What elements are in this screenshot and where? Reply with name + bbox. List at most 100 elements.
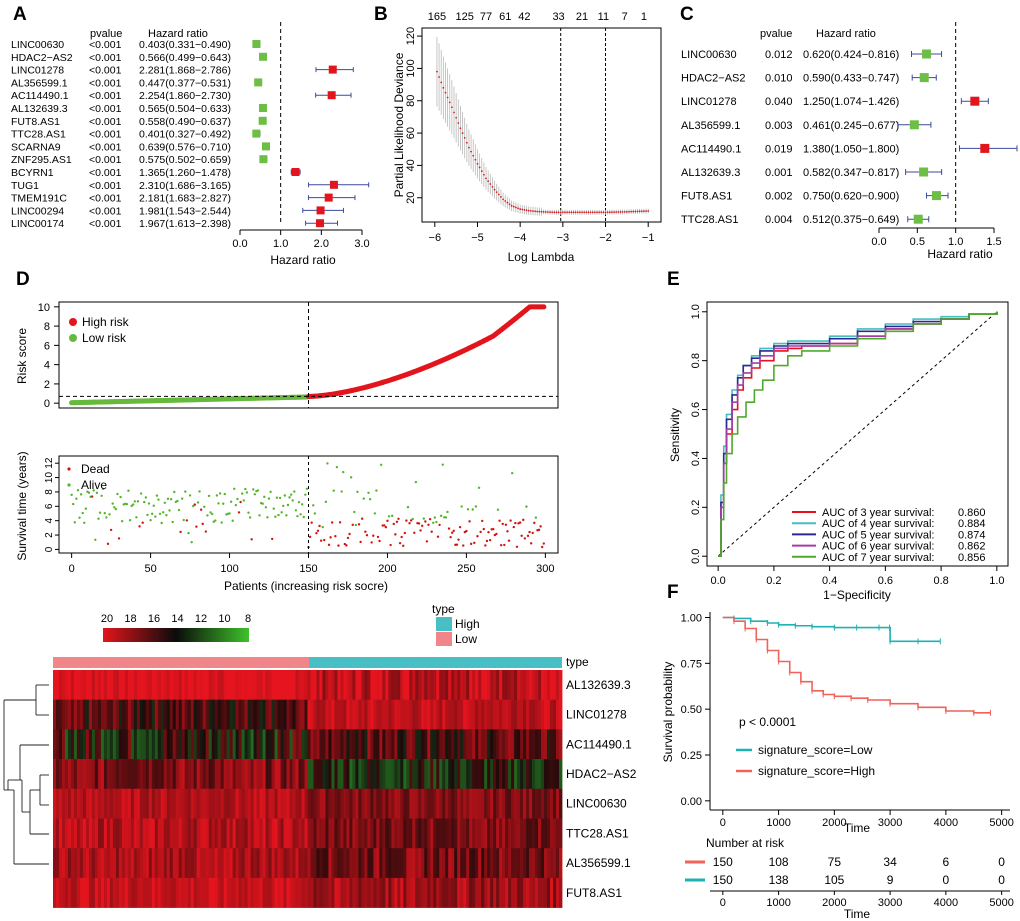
heatmap-cell [481,877,485,908]
alive-point [353,510,356,514]
alive-point [79,493,83,496]
heatmap-cell [415,699,419,730]
heatmap-cell [223,877,228,908]
type-legend-swatch-low [436,632,452,646]
pvalue-cell: 0.001 [765,167,793,179]
heatmap-cell [388,848,392,879]
alive-point [136,500,140,503]
deviance-point [495,191,498,193]
heatmap-cell [427,818,431,849]
heatmap-cell [487,848,491,879]
alive-point [229,500,233,503]
heatmap-cell [232,818,237,849]
heatmap-cell [226,759,231,790]
heatmap-cell [517,729,521,760]
pvalue-cell: <0.001 [89,116,122,128]
dead-point [409,519,413,522]
heatmap-cell [301,788,305,819]
heatmap-cell [124,788,129,819]
heatmap-cell [190,877,195,908]
deviance-point [600,211,603,214]
gene-label: FUT8.AS1 [681,191,732,203]
heatmap-cell [76,670,81,700]
heatmap-cell [193,729,198,760]
x-tick-label: 0.0 [710,575,725,587]
type-legend-label: High [455,617,480,631]
heatmap-cell [247,759,252,790]
heatmap-cell [205,670,210,700]
heatmap-cell [88,818,93,849]
heatmap-cell [436,848,440,879]
heatmap-cell [109,848,114,879]
heatmap-cell [253,788,257,819]
heatmap-cell [145,788,150,819]
heatmap-cell [151,818,156,849]
alive-point [198,490,201,493]
heatmap-cell [553,877,557,908]
dead-point [503,543,506,547]
dead-point [310,521,313,524]
heatmap-cell [199,877,204,908]
hr-cell: 1.967(1.613−2.398) [139,218,231,230]
heatmap-cell [556,818,560,849]
x-tick-label: 1.0 [273,238,288,250]
heatmap-cell [349,818,353,849]
heatmap-cell [544,670,548,700]
pvalue-cell: 0.003 [765,120,793,132]
heatmap-cell [115,877,120,908]
heatmap-cell [202,699,207,730]
deviance-point [510,204,513,207]
scale-tick-label: 18 [124,613,136,625]
heatmap-cell [196,699,201,730]
dead-point [106,542,110,546]
dead-point [533,521,536,525]
heatmap-cell [463,759,467,790]
heatmap-cell [307,877,311,908]
dead-point [315,531,318,535]
heatmap-cell [148,788,153,819]
deviance-point [502,198,504,201]
heatmap-cell [397,818,401,849]
alive-point [119,495,122,499]
heatmap-cell [313,788,317,819]
heatmap-cell [430,788,434,819]
heatmap-cell [538,670,542,700]
heatmap-cell [178,818,183,849]
heatmap-cell [214,759,219,790]
heatmap-cell [169,848,174,879]
top-axis-label: 11 [598,11,609,23]
heatmap-cell [373,877,377,908]
alive-point [210,512,214,516]
heatmap-cell [187,877,192,908]
heatmap-cell [271,788,275,819]
y-tick-label: 8 [44,489,55,495]
heatmap-cell [550,699,554,730]
heatmap-cell [64,699,69,730]
heatmap-cell [283,877,287,908]
risk-table-value: 0 [998,855,1005,869]
heatmap-cell [280,848,284,879]
risk-table-value: 34 [883,855,897,869]
heatmap-cell [262,670,266,700]
dead-point [141,521,144,524]
heatmap-cell [88,729,93,760]
heatmap-cell [103,699,108,730]
y-tick-label: 0.00 [681,796,702,808]
heatmap-cell [382,848,386,879]
pvalue-cell: <0.001 [89,180,122,192]
gene-label: HDAC2−AS2 [11,52,73,64]
heatmap-cell [370,788,374,819]
heatmap-cell [97,729,102,760]
heatmap-cell [316,877,320,908]
heatmap-cell [439,699,443,730]
alive-point [342,470,345,474]
heatmap-cell [235,699,240,730]
heatmap-cell [148,818,153,849]
heatmap-cell [451,818,455,849]
heatmap-cell [340,729,344,760]
heatmap-cell [445,818,449,849]
alive-point [165,514,168,517]
y-tick-label: 12 [44,457,55,469]
